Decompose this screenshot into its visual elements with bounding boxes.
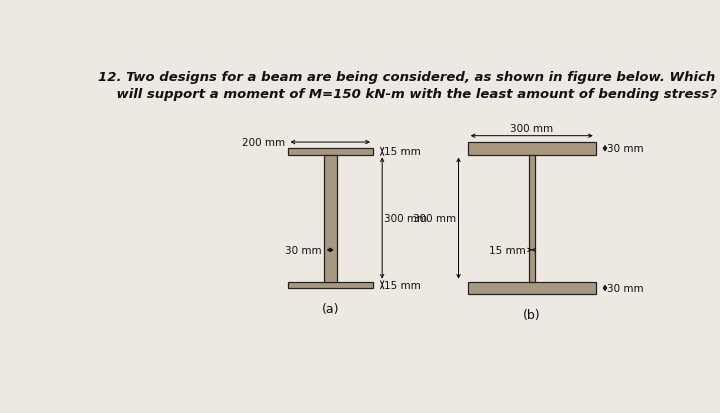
Text: 15 mm: 15 mm bbox=[490, 245, 526, 255]
Text: 200 mm: 200 mm bbox=[242, 138, 285, 148]
Text: (b): (b) bbox=[523, 309, 541, 321]
Text: 30 mm: 30 mm bbox=[607, 283, 644, 293]
Bar bbox=[287, 282, 373, 288]
Text: 30 mm: 30 mm bbox=[607, 144, 644, 154]
Text: 30 mm: 30 mm bbox=[285, 245, 322, 255]
Text: 300 mm: 300 mm bbox=[413, 214, 456, 223]
Text: 300 mm: 300 mm bbox=[510, 123, 553, 133]
Text: 12. Two designs for a beam are being considered, as shown in figure below. Which: 12. Two designs for a beam are being con… bbox=[98, 71, 720, 84]
Bar bbox=[468, 142, 595, 155]
Bar bbox=[324, 155, 337, 282]
Bar bbox=[287, 149, 373, 155]
Text: 15 mm: 15 mm bbox=[384, 147, 421, 157]
Text: (a): (a) bbox=[322, 302, 339, 315]
Bar bbox=[468, 282, 595, 294]
Text: will support a moment of M=150 kN-m with the least amount of bending stress?: will support a moment of M=150 kN-m with… bbox=[98, 88, 716, 101]
Text: 300 mm: 300 mm bbox=[384, 214, 428, 223]
Bar bbox=[528, 155, 535, 282]
Text: 15 mm: 15 mm bbox=[384, 280, 421, 290]
